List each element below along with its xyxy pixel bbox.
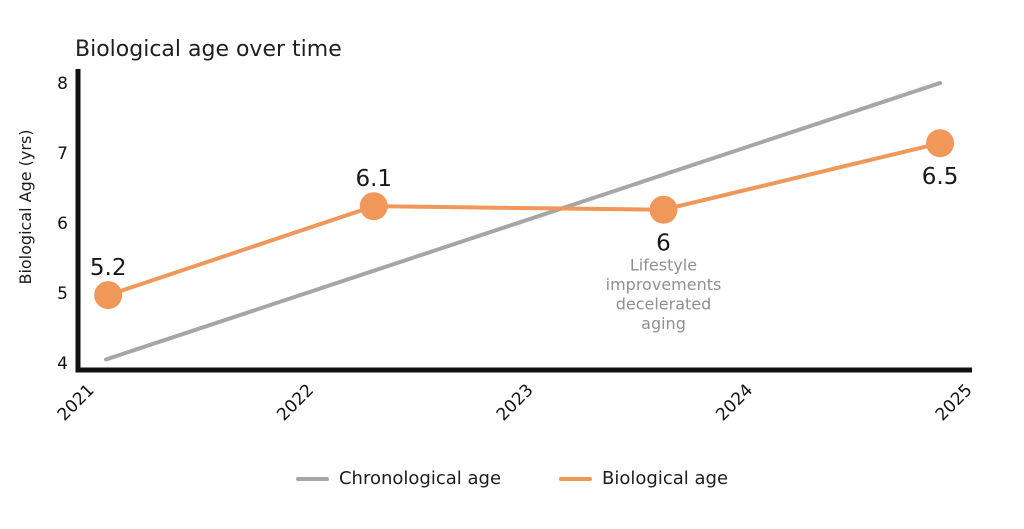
legend-item-biological-age: Biological age — [559, 468, 728, 489]
y-tick-label: 6 — [57, 214, 68, 234]
annotation-line: Lifestyle — [630, 256, 697, 275]
x-tick-label: 2024 — [712, 380, 757, 425]
point-value-label: 6.1 — [355, 166, 392, 192]
y-tick-label: 4 — [57, 354, 68, 374]
x-tick-label: 2022 — [273, 380, 318, 425]
x-tick-label: 2021 — [54, 380, 99, 425]
legend: Chronological age Biological age — [0, 468, 1024, 489]
biological-age-line — [106, 141, 943, 298]
y-tick-label: 8 — [57, 74, 68, 94]
legend-label-biological-age: Biological age — [602, 468, 729, 489]
biological-age-point — [926, 129, 955, 158]
chart-title: Biological age over time — [75, 37, 342, 62]
legend-item-chronological-age: Chronological age — [295, 468, 502, 489]
y-axis-label: Biological Age (yrs) — [16, 129, 35, 284]
chronological-age-swatch-icon — [295, 476, 329, 481]
x-tick-label: 2023 — [493, 380, 538, 425]
x-tick-label: 2025 — [932, 380, 977, 425]
y-tick-label: 5 — [57, 284, 68, 304]
y-tick-label: 7 — [57, 144, 68, 164]
annotation-line: aging — [641, 314, 686, 333]
biological-age-point — [359, 192, 388, 221]
biological-age-point — [94, 281, 123, 310]
biological-age-point — [649, 195, 678, 224]
point-value-label: 6.5 — [922, 164, 959, 190]
biological-age-swatch-icon — [559, 476, 593, 481]
point-value-label: 5.2 — [90, 255, 127, 281]
point-value-label: 6 — [656, 231, 671, 257]
chronological-age-line — [103, 81, 943, 362]
annotation-line: improvements — [606, 275, 722, 294]
annotation-line: decelerated — [616, 295, 712, 314]
legend-label-chronological-age: Chronological age — [338, 468, 502, 489]
